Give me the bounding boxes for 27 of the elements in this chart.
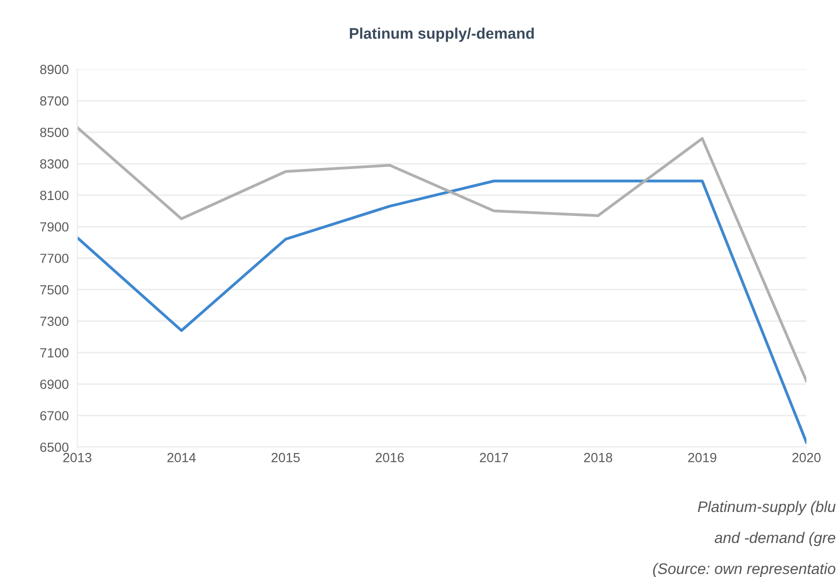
x-tick-label: 2017 (480, 452, 508, 462)
x-tick-label: 2019 (688, 452, 716, 462)
text: Platinum-supply (blu (698, 500, 836, 516)
x-tick-label: 2020 (792, 452, 821, 462)
y-tick-label: 8300 (40, 159, 68, 169)
x-tick-label: 2013 (63, 452, 92, 462)
y-tick-label: 7100 (40, 348, 68, 358)
y-tick-label: 7700 (40, 254, 68, 264)
y-tick-label: 6500 (40, 442, 68, 452)
y-tick-label: 8700 (40, 96, 68, 106)
text: and -demand (gre (714, 532, 836, 546)
y-tick-label: 6900 (40, 380, 68, 389)
x-tick-label: 2014 (167, 452, 196, 462)
y-tick-label: 7500 (40, 285, 68, 295)
x-tick-label: 2015 (272, 452, 300, 462)
x-tick-label: 2018 (584, 452, 612, 462)
text: (Source: own representatio (653, 562, 836, 577)
y-tick-label: 8900 (40, 64, 68, 74)
y-tick-label: 7300 (40, 316, 68, 326)
chart-title: Platinum supply/-demand (350, 28, 534, 42)
x-tick-label: 2016 (376, 452, 404, 462)
y-tick-label: 8100 (40, 190, 68, 200)
y-tick-label: 8500 (40, 128, 68, 138)
y-tick-label: 7900 (40, 222, 68, 232)
y-tick-label: 6700 (40, 411, 68, 420)
line-series (77, 180, 806, 444)
line-series (77, 126, 806, 382)
